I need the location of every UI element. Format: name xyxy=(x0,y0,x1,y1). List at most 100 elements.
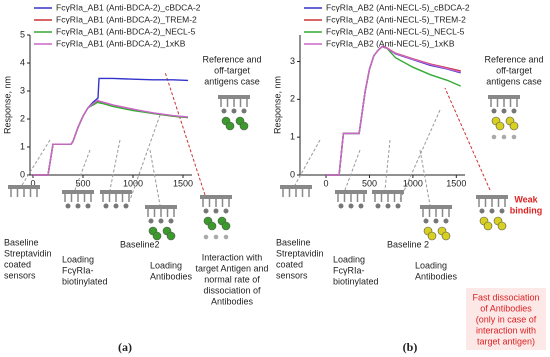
legend-label: FcγRIa_AB2 (Anti-NECL-5)_TREM-2 xyxy=(326,14,466,24)
annotation: Baseline2 xyxy=(120,239,160,249)
pointer-arrow xyxy=(419,149,431,206)
y-tick-label: 0 xyxy=(290,169,295,179)
sensor-bar xyxy=(218,95,250,99)
sensor-bar xyxy=(8,185,40,189)
annotation: Reference and xyxy=(202,54,261,64)
y-tick-label: 0 xyxy=(20,169,25,179)
sensor-bar xyxy=(335,190,367,194)
x-tick-label: 1000 xyxy=(403,178,423,188)
receptor xyxy=(148,218,154,224)
sensor-bar xyxy=(372,190,404,194)
panel-label: (a) xyxy=(118,340,132,354)
annotation: Loading xyxy=(150,260,182,270)
annotation: Antibodies xyxy=(150,271,193,281)
annotation: Loading xyxy=(333,254,365,264)
legend-label: FcγRIa_AB1 (Anti-BDCA-2)_1xKB xyxy=(56,38,186,48)
receptor xyxy=(433,218,439,224)
antibody xyxy=(207,221,217,231)
legend-label: FcγRIa_AB1 (Anti-BDCA-2)_TREM-2 xyxy=(56,14,197,24)
pointer-arrow xyxy=(294,139,321,186)
antigen xyxy=(501,134,507,140)
receptor xyxy=(443,218,449,224)
pointer-arrow xyxy=(109,139,121,191)
pointer-arrow xyxy=(384,139,391,191)
legend-label: FcγRIa_AB2 (Anti-NECL-5)_cBDCA-2 xyxy=(326,2,470,12)
annotation: dissociation of xyxy=(203,285,261,295)
antibody xyxy=(225,121,235,131)
annotation: target antigen) xyxy=(477,336,535,346)
annotation: Fast dissociation xyxy=(472,292,539,302)
annotation: Streptavidin xyxy=(276,248,324,258)
receptor xyxy=(168,218,174,224)
legend-label: FcγRIa_AB2 (Anti-NECL-5)_1xKB xyxy=(326,38,455,48)
receptor xyxy=(223,208,229,214)
sensor-bar xyxy=(100,190,132,194)
y-tick-label: 3 xyxy=(290,56,295,66)
receptor xyxy=(479,208,485,214)
annotation: Baseline 2 xyxy=(387,239,429,249)
annotation: Weak xyxy=(514,194,538,204)
annotation: Loading xyxy=(62,254,94,264)
receptor xyxy=(358,203,364,209)
receptor xyxy=(113,203,119,209)
highlight-box xyxy=(466,288,546,350)
sensor-bar xyxy=(145,205,177,209)
y-tick-label: 5 xyxy=(20,29,25,39)
receptor xyxy=(213,208,219,214)
series-line xyxy=(326,45,461,176)
x-tick-label: 0 xyxy=(30,178,35,188)
series-line xyxy=(33,77,189,176)
annotation: (only in case of xyxy=(476,314,537,324)
antigen xyxy=(213,234,219,240)
antibody xyxy=(427,231,437,241)
antibody xyxy=(221,221,231,231)
annotation: coated xyxy=(276,259,303,269)
antigen xyxy=(203,234,209,240)
receptor xyxy=(338,203,344,209)
annotation: Reference and xyxy=(484,54,543,64)
annotation: biotinylated xyxy=(62,276,108,286)
antigen xyxy=(511,134,517,140)
sensor-bar xyxy=(420,205,452,209)
antibody xyxy=(166,231,176,241)
receptor xyxy=(395,203,401,209)
receptor xyxy=(499,208,505,214)
receptor xyxy=(221,108,227,114)
annotation: target Antigen and xyxy=(195,263,268,273)
annotation: FcγRIa- xyxy=(62,265,94,275)
sensor-bar xyxy=(488,95,520,99)
series-line xyxy=(326,45,461,176)
receptor xyxy=(103,203,109,209)
receptor xyxy=(85,203,91,209)
sensor-bar xyxy=(62,190,94,194)
annotation: coated xyxy=(4,259,31,269)
annotation: Baseline xyxy=(4,237,39,247)
annotation: interaction with xyxy=(476,325,536,335)
pointer-arrow xyxy=(444,87,491,191)
annotation: FcγRIa- xyxy=(333,265,365,275)
annotation: Loading xyxy=(415,260,447,270)
y-tick-label: 4 xyxy=(20,57,25,67)
legend-label: FcγRIa_AB1 (Anti-BDCA-2)_cBDCA-2 xyxy=(56,2,201,12)
antibody xyxy=(495,121,505,131)
receptor xyxy=(348,203,354,209)
x-tick-label: 1000 xyxy=(123,178,143,188)
sensor-bar xyxy=(280,185,312,189)
x-tick-label: 500 xyxy=(75,178,90,188)
x-tick-label: 500 xyxy=(362,178,377,188)
y-axis-label: Response, nm xyxy=(2,76,12,134)
receptor xyxy=(158,218,164,224)
annotation: Baseline xyxy=(276,237,311,247)
pointer-arrow xyxy=(21,139,51,186)
receptor xyxy=(203,208,209,214)
antibody xyxy=(483,221,493,231)
pointer-arrow xyxy=(129,114,161,201)
y-tick-label: 2 xyxy=(290,94,295,104)
x-tick-label: 1500 xyxy=(173,178,193,188)
annotation: Antibodies xyxy=(415,271,458,281)
receptor xyxy=(241,108,247,114)
sensor-bar xyxy=(476,195,508,199)
series-line xyxy=(33,99,189,176)
sensor-bar xyxy=(200,195,232,199)
x-tick-label: 0 xyxy=(324,178,329,188)
